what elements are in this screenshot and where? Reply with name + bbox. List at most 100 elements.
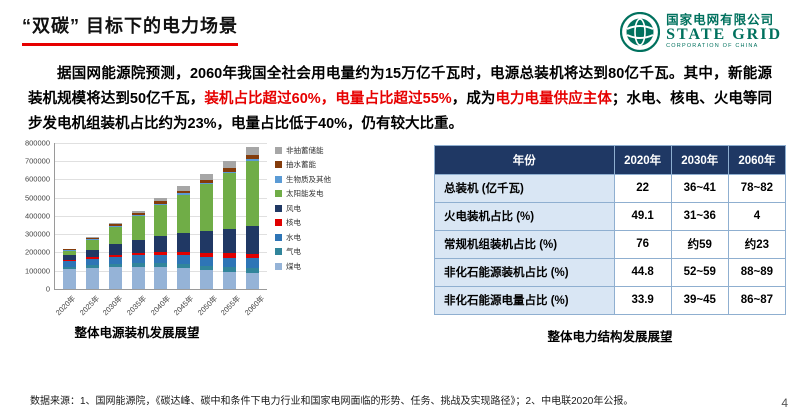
x-tick: 2055年 — [219, 290, 242, 320]
bar-segment — [200, 182, 214, 185]
bar-segment — [177, 193, 191, 195]
slide-title: “双碳” 目标下的电力场景 — [22, 12, 238, 46]
bar-segment — [108, 264, 122, 267]
bar-segment — [131, 252, 145, 256]
legend-swatch-icon — [275, 161, 282, 169]
table-row: 常规机组装机占比 (%) 76 约59 约23 — [434, 229, 787, 259]
x-tick: 2030年 — [101, 290, 124, 320]
bar-segment — [223, 161, 237, 169]
stacked-bar — [131, 143, 145, 289]
bar-segment — [200, 270, 214, 289]
value-cell: 49.1 — [613, 201, 672, 231]
legend-swatch-icon — [275, 233, 282, 241]
bar-segment — [131, 255, 145, 264]
emphasis-text: 装机占比超过60%， — [204, 90, 336, 107]
value-cell: 76 — [613, 229, 672, 259]
x-tick-label: 2050年 — [195, 293, 219, 317]
bar-segment — [62, 260, 76, 262]
legend-item: 风电 — [275, 203, 331, 214]
bar-segment — [131, 239, 145, 253]
body-text: ；水电、核电、火电等同步发电机组装机占比约为23%，电量占比低于40%，仍有较大… — [28, 90, 772, 132]
bar-segment — [108, 256, 122, 265]
bar-segment — [200, 252, 214, 257]
logo-company-sub: CORPORATION OF CHINA — [666, 43, 759, 50]
bar-segment — [177, 190, 191, 194]
bar-segment — [154, 203, 168, 205]
logo-company-cn: 国家电网有限公司 — [666, 13, 775, 28]
bar-segment — [223, 228, 237, 254]
bar-segment — [177, 255, 191, 265]
table-header-cell: 2020年 — [613, 144, 672, 175]
table-header-cell: 年份 — [434, 144, 615, 175]
bar-segment — [85, 258, 99, 266]
legend-label: 风电 — [286, 203, 301, 213]
y-tick-label: 0 — [45, 284, 50, 294]
row-label-cell: 非化石能源电量占比 (%) — [434, 285, 615, 315]
row-label-cell: 总装机 (亿千瓦) — [434, 173, 615, 203]
bar-segment — [62, 255, 76, 261]
value-cell: 22 — [613, 173, 672, 203]
bar-segment — [154, 204, 168, 236]
state-grid-logo-icon — [620, 12, 661, 52]
bar-segment — [108, 225, 122, 227]
bar-segment — [85, 239, 99, 250]
legend-item: 太阳能发电 — [275, 188, 331, 199]
bar-segment — [245, 154, 259, 159]
table-row: 非化石能源装机占比 (%) 44.8 52~59 88~89 — [434, 257, 787, 287]
structure-table-head-row: 年份 2020年 2030年 2060年 — [434, 144, 787, 175]
table-header-cell: 2030年 — [670, 144, 729, 175]
bar-segment — [131, 215, 145, 240]
bar-segment — [154, 254, 168, 264]
x-tick-label: 2060年 — [242, 293, 267, 317]
table-caption: 整体电力结构发展展望 — [547, 329, 673, 344]
legend-label: 水电 — [286, 232, 301, 242]
bar-segment — [223, 257, 237, 268]
bar-segment — [85, 238, 99, 240]
legend-item: 水电 — [275, 232, 331, 243]
gridline — [55, 142, 267, 144]
legend-swatch-icon — [275, 219, 282, 227]
y-tick-label: 800000 — [24, 138, 50, 148]
bar-segment — [62, 249, 76, 251]
legend-label: 核电 — [286, 218, 301, 228]
x-tick: 2045年 — [172, 290, 195, 320]
x-tick-label: 2025年 — [77, 293, 102, 317]
chart-y-axis: 0 100000 200000 300000 400000 500000 600000 700… — [8, 138, 54, 293]
row-label-cell: 火电装机占比 (%) — [434, 201, 615, 231]
intro-paragraph: 据国网能源院预测，2060年我国全社会用电量约为15万亿千瓦时，电源总装机将达到… — [28, 62, 772, 137]
y-tick-label: 400000 — [24, 211, 50, 221]
bar-segment — [245, 226, 259, 254]
chart-x-labels: 2020年 2025年 2030年 2035年 2040年 2045年 2050年 2055年… — [54, 290, 266, 320]
bar-segment — [200, 179, 214, 183]
bar-segment — [177, 251, 191, 256]
legend-item: 非抽蓄储能 — [275, 145, 331, 156]
bar-segment — [108, 254, 122, 257]
stacked-bar — [200, 143, 214, 289]
content-row: 0 100000 200000 300000 400000 500000 600000 700… — [8, 138, 787, 345]
legend-swatch-icon — [275, 146, 282, 154]
bar-segment — [108, 226, 122, 245]
structure-table-body: 总装机 (亿千瓦) 22 36~41 78~82 火电装机占比 (%) 49.1 31~36… — [434, 173, 787, 315]
bar-segment — [223, 168, 237, 172]
bar-segment — [108, 266, 122, 289]
bar-segment — [85, 257, 99, 259]
chart-legend: 非抽蓄储能 抽水蓄能 生物质及其他 太阳能发电 风电 核电 水电 气电 煤电 — [275, 143, 331, 272]
bar-segment — [131, 214, 145, 216]
bar-segment — [223, 253, 237, 258]
stacked-bar — [245, 143, 259, 289]
legend-item: 抽水蓄能 — [275, 159, 331, 170]
x-tick-label: 2020年 — [54, 293, 78, 317]
bar-segment — [177, 194, 191, 234]
bar-segment — [223, 267, 237, 272]
legend-swatch-icon — [275, 190, 282, 198]
y-tick-label: 300000 — [24, 229, 50, 239]
x-tick: 2020年 — [54, 290, 78, 320]
legend-swatch-icon — [275, 204, 282, 212]
bar-segment — [177, 264, 191, 269]
value-cell: 约23 — [727, 229, 787, 259]
value-cell: 31~36 — [670, 201, 729, 231]
bar-segment — [223, 271, 237, 289]
row-label-cell: 常规机组装机占比 (%) — [434, 229, 615, 259]
y-tick-label: 600000 — [24, 174, 50, 184]
bar-segment — [108, 244, 122, 255]
